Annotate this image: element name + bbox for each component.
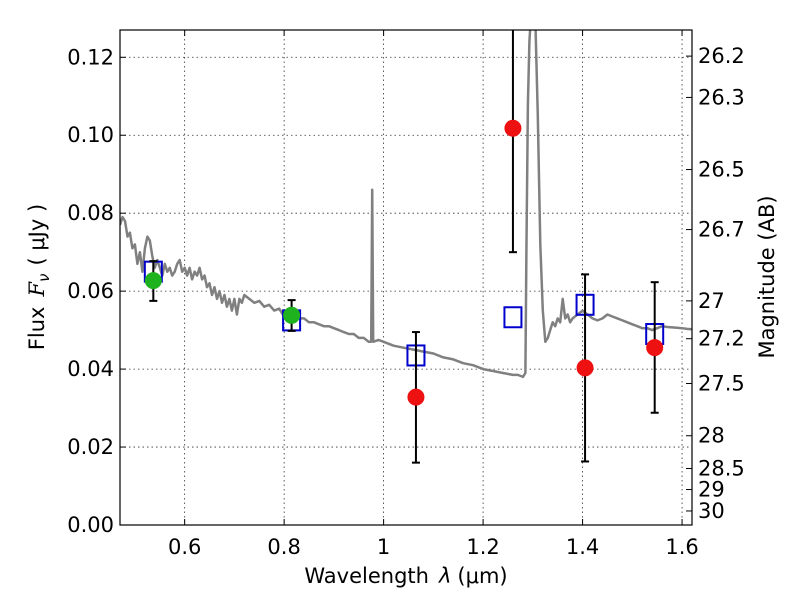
green-data-point [283, 306, 301, 324]
y2-tick-label: 27.5 [698, 372, 745, 396]
y-tick-label: 0.10 [67, 123, 114, 147]
y-tick-label: 0.02 [67, 435, 114, 459]
y-tick-label: 0.08 [67, 201, 114, 225]
green-data-point [144, 272, 162, 290]
y-axis-label: FluxFν( μJy ) [25, 204, 53, 350]
y-tick-label: 0.12 [67, 45, 114, 69]
grid [120, 30, 692, 526]
y2-tick-label: 26.2 [698, 44, 745, 68]
x-tick-label: 0.8 [267, 535, 300, 559]
y2-tick-label: 27.2 [698, 327, 745, 351]
y2-tick-label: 26.3 [698, 85, 745, 109]
red-data-point [504, 119, 522, 137]
y2-tick-label: 30 [698, 499, 725, 523]
y-tick-label: 0.04 [67, 357, 114, 381]
plot-frame [119, 29, 693, 526]
y-tick-label: 0.06 [67, 279, 114, 303]
y2-axis-label: Magnitude (AB) [755, 195, 779, 358]
y2-tick-label: 26.7 [698, 218, 745, 242]
y-tick-label: 0.00 [67, 513, 114, 537]
x-tick-label: 1.4 [566, 535, 599, 559]
model-photometry-square [503, 306, 523, 329]
y2-tick-label: 26.5 [698, 158, 745, 182]
plot-area [120, 30, 692, 464]
y2-tick-label: 28.5 [698, 456, 745, 480]
x-axis-label: Wavelength λ (μm) [304, 564, 507, 588]
ticks: 0.6 0.8 1 1.2 1.4 1.6 0.00 0.02 0.04 0.06 0.08 0.10… [67, 30, 745, 559]
red-data-point [576, 359, 594, 377]
red-data-point [646, 339, 664, 357]
y2-tick-label: 27 [698, 289, 725, 313]
x-tick-label: 1 [377, 535, 390, 559]
x-tick-label: 1.6 [665, 535, 698, 559]
y2-tick-label: 28 [698, 424, 725, 448]
red-data-point [407, 388, 425, 406]
x-tick-label: 1.2 [466, 535, 499, 559]
y2-tick-label: 29 [698, 478, 725, 502]
x-tick-label: 0.6 [168, 535, 201, 559]
model-spectrum-line [120, 30, 692, 379]
